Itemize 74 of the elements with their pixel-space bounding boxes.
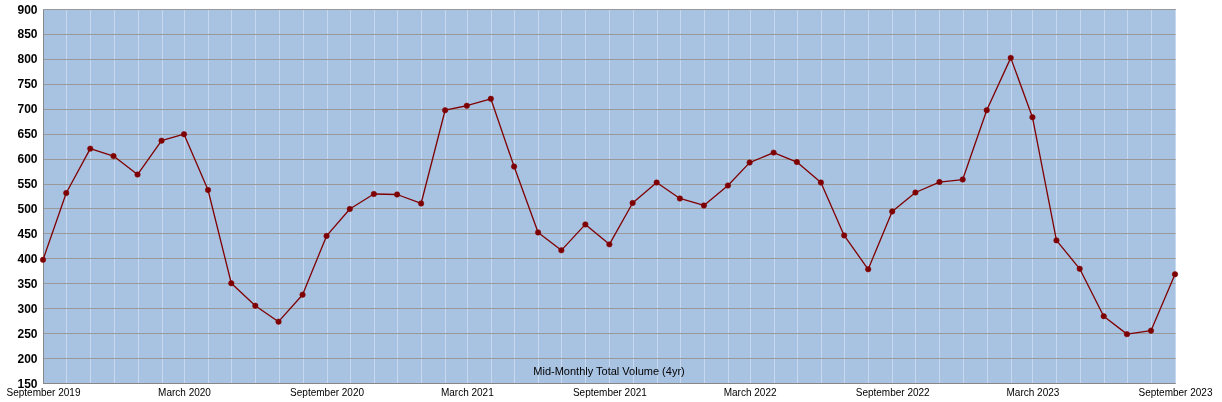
y-tick-label: 500 [17, 201, 38, 216]
point [463, 102, 470, 109]
point [299, 291, 306, 298]
point [511, 163, 518, 170]
point [983, 107, 990, 114]
point [418, 200, 425, 207]
x-tick-label: September 2022 [855, 386, 931, 398]
x-tick-label: September 2023 [1138, 386, 1213, 398]
point [746, 159, 753, 166]
point [205, 187, 212, 193]
point [1053, 237, 1060, 244]
point [323, 232, 330, 239]
point [841, 232, 848, 239]
point [252, 302, 259, 309]
point [793, 159, 800, 166]
point [1123, 331, 1130, 338]
point [87, 145, 94, 152]
y-tick-label: 200 [17, 351, 38, 366]
y-tick-label: 550 [17, 177, 38, 192]
point [134, 171, 141, 178]
y-tick-label: 350 [17, 276, 38, 291]
point [817, 179, 824, 186]
point [1007, 54, 1014, 61]
point [158, 137, 165, 144]
point [346, 205, 353, 212]
annotation: Mid-Monthly Total Volume (4yr) [533, 365, 685, 377]
x-tick-label: September 2020 [290, 386, 365, 398]
point [275, 318, 282, 325]
point [629, 200, 636, 206]
y-tick-label: 850 [17, 27, 38, 42]
point [487, 95, 494, 102]
point [582, 221, 589, 228]
point [889, 208, 896, 215]
x-tick-label: March 2023 [1006, 386, 1060, 398]
x-tick-label: September 2021 [572, 386, 648, 398]
point [1029, 114, 1036, 121]
x-tick-label: March 2022 [723, 386, 777, 398]
y-tick-label: 900 [17, 2, 38, 17]
point [724, 182, 731, 189]
point [110, 153, 117, 160]
point [653, 179, 660, 186]
y-tick-label: 450 [17, 226, 38, 241]
point [228, 280, 235, 287]
x-tick-label: September 2019 [6, 386, 81, 398]
point [442, 107, 449, 114]
point [1147, 327, 1154, 334]
x-tick-label: March 2020 [158, 386, 212, 398]
point [676, 195, 683, 202]
point [770, 149, 777, 156]
point [912, 189, 919, 196]
y-tick-label: 750 [17, 77, 38, 92]
point [558, 247, 565, 254]
point [936, 179, 943, 186]
y-tick-label: 250 [17, 326, 38, 341]
point [40, 256, 46, 263]
y-tick-label: 600 [17, 152, 38, 167]
point [865, 266, 872, 273]
point [959, 176, 966, 183]
y-tick-label: 400 [17, 251, 38, 266]
point [370, 191, 377, 197]
point [63, 190, 70, 196]
y-tick-label: 300 [17, 301, 38, 316]
point [1172, 271, 1178, 278]
point [1100, 313, 1107, 320]
x-tick-label: March 2021 [440, 386, 495, 398]
point [535, 229, 542, 236]
point [606, 241, 613, 248]
point [181, 131, 187, 138]
point [1076, 265, 1083, 272]
y-tick-label: 700 [17, 102, 38, 117]
y-tick-label: 650 [17, 127, 38, 142]
point [394, 191, 401, 198]
y-tick-label: 800 [17, 52, 38, 67]
point [700, 202, 707, 209]
